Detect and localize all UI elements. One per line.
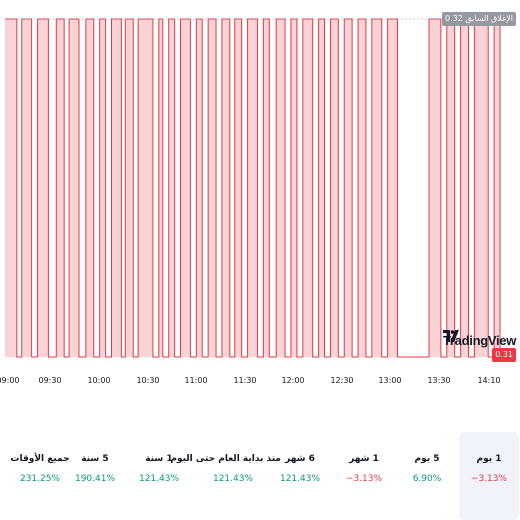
performance-period-value: 121.43% — [212, 474, 254, 484]
last-price-tag: 0.31 — [492, 348, 516, 362]
area-fill-segment — [263, 19, 270, 357]
area-fill-segment — [180, 19, 191, 357]
time-tick-label: 13:30 — [427, 376, 451, 385]
area-fill-segment — [168, 19, 175, 357]
area-fill-segment — [494, 19, 501, 357]
area-fill-segment — [196, 19, 203, 357]
time-tick-label: 11:30 — [233, 376, 257, 385]
performance-period-3[interactable]: 6 شهر 121.43% — [270, 432, 330, 520]
time-tick-label: 12:30 — [330, 376, 354, 385]
area-fill-segment — [69, 19, 79, 357]
performance-period-label: 1 شهر — [349, 454, 379, 464]
time-tick-label: 12:00 — [281, 376, 305, 385]
area-fill-segment — [125, 19, 134, 357]
tradingview-logo-text: TradingView — [443, 332, 517, 348]
area-fill-segment — [290, 19, 297, 357]
time-tick-label: 09:30 — [38, 376, 62, 385]
area-fill-segment — [276, 19, 286, 357]
area-fill-segment — [318, 19, 325, 357]
performance-period-label: جميع الأوقات — [10, 454, 70, 464]
performance-period-label: 5 يوم — [414, 454, 440, 464]
area-fill-segment — [208, 19, 217, 357]
performance-period-value: 121.43% — [279, 474, 321, 484]
area-fill-segment — [221, 19, 230, 357]
area-fill-segment — [85, 19, 94, 357]
price-chart[interactable]: الإغلاق السابق 0.32 0.31 TradingView — [0, 0, 520, 372]
area-fill-segment — [158, 19, 163, 357]
area-fill-segment — [302, 19, 313, 357]
area-fill-segment — [358, 19, 366, 357]
area-fill-segment — [247, 19, 258, 357]
performance-period-4[interactable]: منذ بداية العام حتى اليوم 121.43% — [170, 432, 281, 520]
performance-period-label: 1 سنة — [145, 454, 173, 464]
performance-period-2[interactable]: 1 شهر −3.13% — [334, 432, 394, 520]
performance-periods: 1 يوم −3.13% 5 يوم 6.90% 1 شهر −3.13% 6 شهر 121… — [0, 432, 520, 520]
performance-period-label: منذ بداية العام حتى اليوم — [170, 454, 281, 464]
time-tick-label: 10:00 — [87, 376, 111, 385]
performance-period-label: 5 سنة — [81, 454, 109, 464]
performance-period-value: 231.25% — [19, 474, 61, 484]
price-series-line — [5, 18, 503, 358]
area-fill-segment — [5, 19, 17, 357]
area-fill-segment — [111, 19, 122, 357]
price-chart-svg[interactable] — [0, 0, 520, 372]
time-tick-label: 11:00 — [184, 376, 208, 385]
area-fill-segment — [56, 19, 65, 357]
area-fill-segment — [21, 19, 32, 357]
area-fill-segment — [474, 19, 489, 357]
performance-period-value: 121.43% — [138, 474, 180, 484]
performance-period-value: −3.13% — [470, 474, 508, 484]
area-fill-segment — [387, 19, 398, 357]
performance-period-6[interactable]: 5 سنة 190.41% — [65, 432, 125, 520]
performance-period-value: 190.41% — [74, 474, 116, 484]
area-fill-segment — [330, 19, 339, 357]
performance-period-1[interactable]: 5 يوم 6.90% — [397, 432, 457, 520]
time-tick-label: 09:00 — [0, 376, 20, 385]
performance-period-label: 1 يوم — [476, 454, 502, 464]
tradingview-logo[interactable]: TradingView — [443, 330, 516, 350]
time-tick-label: 14:10 — [477, 376, 501, 385]
tradingview-logo-icon — [443, 330, 459, 342]
area-fill-segment — [429, 19, 441, 357]
area-fill-segment — [138, 19, 153, 357]
area-fill-segment — [37, 19, 49, 357]
performance-period-value: −3.13% — [345, 474, 383, 484]
last-price-value: 0.31 — [495, 350, 513, 359]
area-fill-segment — [344, 19, 353, 357]
area-fill-segment — [234, 19, 242, 357]
performance-period-5[interactable]: 1 سنة 121.43% — [129, 432, 189, 520]
time-tick-label: 13:00 — [378, 376, 402, 385]
performance-period-value: 6.90% — [412, 474, 442, 484]
time-tick-label: 10:30 — [136, 376, 160, 385]
area-fill-segment — [460, 19, 469, 357]
performance-period-0[interactable]: 1 يوم −3.13% — [459, 432, 519, 520]
area-fill-segment — [446, 19, 455, 357]
performance-period-label: 6 شهر — [285, 454, 315, 464]
previous-close-value: 0.32 — [445, 14, 463, 23]
previous-close-tag: الإغلاق السابق 0.32 — [442, 12, 516, 26]
area-fill-segment — [371, 19, 382, 357]
area-fill-segment — [99, 19, 106, 357]
previous-close-label: الإغلاق السابق — [465, 14, 513, 23]
performance-period-7[interactable]: جميع الأوقات 231.25% — [10, 432, 70, 520]
